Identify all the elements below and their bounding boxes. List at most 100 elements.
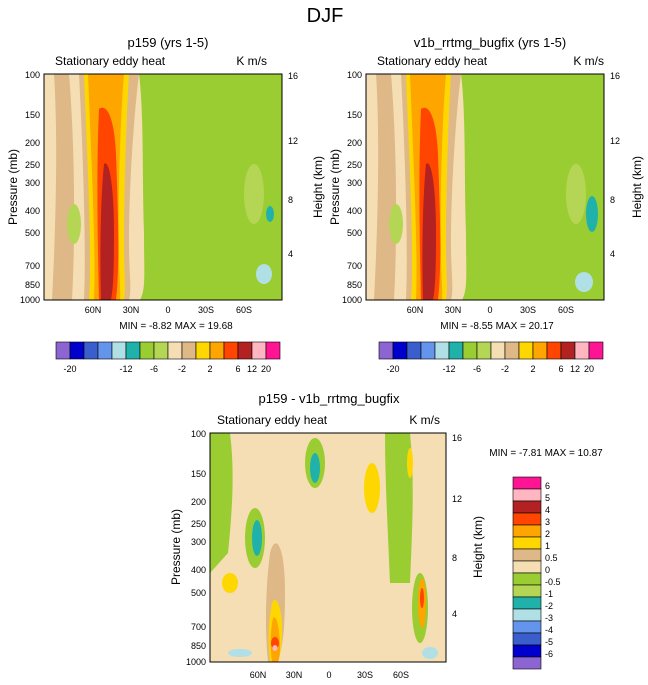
panel-3-ytick-right: 4	[452, 609, 457, 619]
panel-3-subtitle-left: Stationary eddy heat	[217, 413, 328, 427]
panel-3-colorbar-swatch	[512, 632, 542, 646]
panel-3-colorbar-label: -3	[545, 613, 553, 623]
panel-2-plot-area	[366, 74, 604, 300]
panel-2-frame	[365, 73, 605, 301]
panel-1-field-tan-band	[52, 74, 75, 300]
panel-3-colorbar-label: 2	[545, 529, 550, 539]
panel-3-xtick: 30N	[286, 670, 303, 680]
panel-3-colorbar-label: 0	[545, 565, 550, 575]
panel-2-ylabel: Pressure (mb)	[328, 149, 342, 225]
panel-3-colorbar-label: 4	[545, 505, 550, 515]
panel-1-plot-area	[44, 74, 282, 300]
panel-1-colorbar-label: 12	[247, 364, 257, 374]
panel-3-xtick: 0	[326, 670, 331, 680]
panel-2-xtick: 30S	[520, 305, 536, 315]
panel-3-ytick-right: 12	[452, 494, 462, 504]
panel-3-ytick: 300	[191, 537, 206, 547]
panel-3-colorbar-label: 5	[545, 493, 550, 503]
panel-3-field-mid-yellow	[364, 463, 380, 513]
panel-2-subtitle-right: K m/s	[573, 54, 604, 68]
panel-3-colorbar-swatch	[512, 500, 542, 514]
panel-2-colorbar-label: 2	[530, 364, 535, 374]
panel-1-colorbar-swatch	[209, 341, 225, 360]
panel-2-colorbar	[378, 341, 604, 360]
panel-2-field-nh-patch	[389, 204, 403, 244]
panel-2-field-jet-core	[422, 163, 436, 300]
panel-1-ylabel-right: Height (km)	[311, 156, 325, 218]
panel-2-ytick: 200	[347, 138, 362, 148]
panel-3-colorbar-label: 3	[545, 517, 550, 527]
panel-3-field-jet-pink	[272, 645, 278, 651]
panel-1-ytick: 150	[25, 110, 40, 120]
panel-2-ytick-right: 8	[610, 195, 615, 205]
panel-3-ytick: 100	[191, 429, 206, 439]
panel-3-colorbar-label: 1	[545, 541, 550, 551]
panel-1-colorbar-label: 2	[207, 364, 212, 374]
panel-1-xtick: 60N	[85, 305, 102, 315]
panel-3-stats: MIN = -7.81 MAX = 10.87	[489, 448, 603, 459]
panel-1-ylabel: Pressure (mb)	[6, 149, 20, 225]
panel-3-field-nh-green	[210, 433, 233, 573]
panel-3-colorbar-label: -0.5	[545, 577, 561, 587]
panel-2-colorbar-swatch	[406, 341, 422, 360]
panel-3-ytick: 700	[191, 622, 206, 632]
panel-1-ytick: 400	[25, 206, 40, 216]
panel-2-title: v1b_rrtmg_bugfix (yrs 1-5)	[414, 35, 566, 50]
panel-1-colorbar-swatch	[251, 341, 267, 360]
panel-2-field-tan-band	[374, 74, 397, 300]
panel-3-ylabel: Pressure (mb)	[169, 509, 183, 585]
panel-3-plot-area	[210, 433, 446, 662]
panel-3-ytick: 150	[191, 469, 206, 479]
panel-1-colorbar-swatch	[181, 341, 197, 360]
panel-2-colorbar-swatch	[504, 341, 520, 360]
panel-3-field-nh-sfc	[228, 649, 252, 657]
panel-3-ytick: 1000	[186, 657, 206, 667]
panel-2-colorbar-swatch	[448, 341, 464, 360]
panel-3-colorbar	[512, 476, 542, 670]
panel-2-colorbar-swatch	[588, 341, 604, 360]
panel-1-title: p159 (yrs 1-5)	[128, 35, 209, 50]
panel-2-colorbar-swatch	[574, 341, 590, 360]
panel-3-colorbar-label: 6	[545, 481, 550, 491]
panel-2-colorbar-swatch	[490, 341, 506, 360]
panel-1-colorbar	[55, 341, 281, 360]
panel-1-ytick: 200	[25, 138, 40, 148]
panel-3-field-sh-red	[420, 588, 424, 608]
panel-3-colorbar-label: 0.5	[545, 553, 558, 563]
panel-1-colorbar-label: 20	[261, 364, 271, 374]
panel-2-ytick-right: 16	[610, 71, 620, 81]
panel-2-colorbar-label: 6	[558, 364, 563, 374]
panel-2-stats: MIN = -8.55 MAX = 20.17	[440, 321, 554, 332]
panel-2-subtitle-left: Stationary eddy heat	[377, 54, 488, 68]
panel-3-xtick: 60N	[250, 670, 267, 680]
panel-2-colorbar-swatch	[420, 341, 436, 360]
panel-3-colorbar-label: -1	[545, 589, 553, 599]
panel-3-colorbar-swatch	[512, 608, 542, 622]
panel-3-xtick: 30S	[357, 670, 373, 680]
panel-2-ytick: 500	[347, 228, 362, 238]
panel-2-colorbar-swatch	[532, 341, 548, 360]
panel-1-field-sh-sfc	[256, 264, 272, 284]
panel-1-colorbar-label: -6	[150, 364, 158, 374]
panel-2-ytick: 400	[347, 206, 362, 216]
panel-1-subtitle-right: K m/s	[236, 54, 267, 68]
panel-1-colorbar-swatch	[223, 341, 239, 360]
panel-3-field-sh-yellow	[407, 448, 413, 478]
panel-3-colorbar-swatch	[512, 596, 542, 610]
panel-3-field-jet-red	[271, 637, 279, 649]
panel-1-xtick: 30S	[198, 305, 214, 315]
panel-2-ytick: 1000	[342, 295, 362, 305]
panel-3-ytick: 500	[191, 588, 206, 598]
panel-1-frame	[43, 73, 283, 301]
panel-3-title: p159 - v1b_rrtmg_bugfix	[259, 391, 400, 406]
panel-1-colorbar-label: -2	[178, 364, 186, 374]
panel-1-colorbar-label: 6	[235, 364, 240, 374]
panel-2-field-sh-sfc	[575, 272, 593, 292]
panel-3-ytick-right: 8	[452, 553, 457, 563]
panel-3-ytick: 200	[191, 497, 206, 507]
panel-2-colorbar-swatch	[434, 341, 450, 360]
panel-1-ytick-right: 16	[288, 71, 298, 81]
figure-title: DJF	[307, 5, 344, 27]
panel-3-frame	[209, 432, 447, 663]
